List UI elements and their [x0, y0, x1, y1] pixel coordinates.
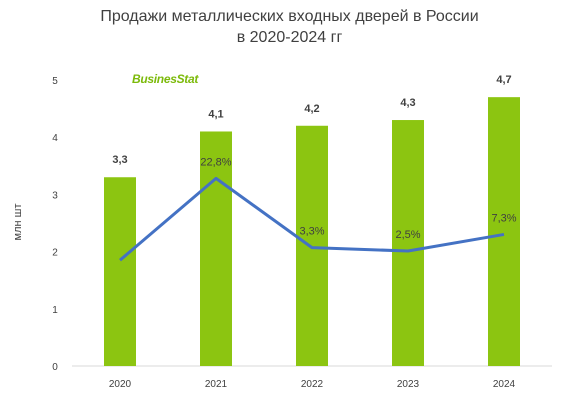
y-axis-ticks: 0 1 2 3 4 5 [52, 76, 58, 373]
growth-label: 7,3% [491, 212, 516, 224]
bar-2023 [392, 120, 424, 366]
bar-2021 [200, 131, 232, 366]
y-tick-label: 2 [52, 248, 58, 259]
growth-label: 2,5% [395, 229, 420, 241]
y-tick-label: 3 [52, 190, 58, 201]
chart-title-line-2: в 2020-2024 гг [236, 29, 343, 46]
y-tick-label: 4 [52, 133, 58, 144]
bar-2020 [104, 177, 136, 366]
x-axis-ticks: 2020 2021 2022 2023 2024 [109, 379, 516, 390]
bar-value-label: 4,2 [304, 103, 319, 115]
x-tick-label: 2021 [205, 379, 228, 390]
y-axis-label: млн шт [12, 204, 24, 241]
growth-labels: 22,8% 3,3% 2,5% 7,3% [200, 156, 516, 241]
bar-value-label: 3,3 [112, 154, 127, 166]
businesstat-logo: BusinesStat [132, 72, 199, 86]
bar-value-label: 4,3 [400, 97, 415, 109]
bar-value-label: 4,1 [208, 108, 223, 120]
bar-value-labels: 3,3 4,1 4,2 4,3 4,7 [112, 74, 511, 166]
x-tick-label: 2024 [493, 379, 516, 390]
x-tick-label: 2020 [109, 379, 132, 390]
x-tick-label: 2022 [301, 379, 324, 390]
y-tick-label: 1 [52, 305, 58, 316]
bar-value-label: 4,7 [496, 74, 511, 86]
growth-label: 22,8% [200, 156, 231, 168]
chart-title-line-1: Продажи металлических входных дверей в Р… [100, 8, 479, 25]
y-tick-label: 5 [52, 76, 58, 87]
growth-line [119, 176, 505, 262]
bar-2024 [488, 97, 520, 366]
y-tick-label: 0 [52, 362, 58, 373]
growth-label: 3,3% [299, 226, 324, 238]
chart-title: Продажи металлических входных дверей в Р… [0, 6, 579, 48]
x-tick-label: 2023 [397, 379, 420, 390]
